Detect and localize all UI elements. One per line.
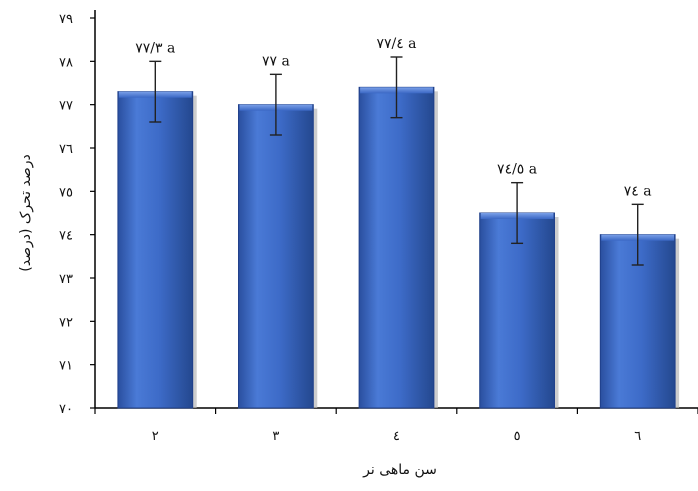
y-tick-label: ٧٧	[59, 99, 73, 114]
bar	[238, 104, 314, 409]
x-tick-label: ٦	[634, 429, 641, 444]
labels: ٧٠ ٧١ ٧٢ ٧٣ ٧٤ ٧٥ ٧٦ ٧٧ ٧٨ ٧٩ ٧٧/٣ a ٢ ٧٧ a ٣ ٧٧/٤ a ٤ ٧…	[59, 12, 652, 444]
y-tick-label: ٧٦	[59, 142, 73, 157]
data-label: ٧٧/٣ a	[135, 40, 175, 56]
data-label: ٧٤ a	[624, 183, 652, 199]
data-label: ٧٧ a	[262, 53, 290, 69]
y-tick-label: ٧١	[59, 359, 73, 374]
data-label: ٧٤/٥ a	[497, 162, 537, 178]
y-tick-label: ٧٤	[59, 229, 73, 244]
bars	[117, 56, 680, 409]
bar	[358, 86, 435, 409]
y-tick-label: ٧٩	[59, 12, 73, 27]
x-tick-label: ٤	[393, 429, 400, 444]
bar	[479, 212, 555, 409]
y-tick-label: ٧٨	[59, 55, 73, 70]
y-tick-label: ٧٢	[59, 315, 73, 330]
bar	[117, 91, 194, 409]
y-tick-label: ٧٣	[59, 272, 73, 287]
data-label: ٧٧/٤ a	[376, 36, 416, 52]
y-axis-title: درصد تحرک (درصد)	[18, 154, 34, 271]
x-tick-label: ٥	[514, 429, 521, 444]
x-tick-label: ٣	[272, 429, 279, 444]
y-tick-label: ٧٠	[59, 402, 73, 417]
x-tick-label: ٢	[152, 429, 159, 444]
y-tick-label: ٧٥	[59, 185, 73, 200]
x-axis-title: سن ماهی نر	[362, 462, 437, 478]
